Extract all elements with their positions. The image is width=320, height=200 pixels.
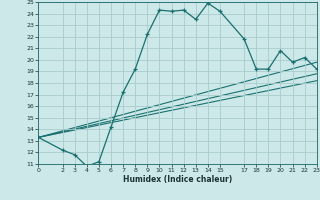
X-axis label: Humidex (Indice chaleur): Humidex (Indice chaleur) (123, 175, 232, 184)
